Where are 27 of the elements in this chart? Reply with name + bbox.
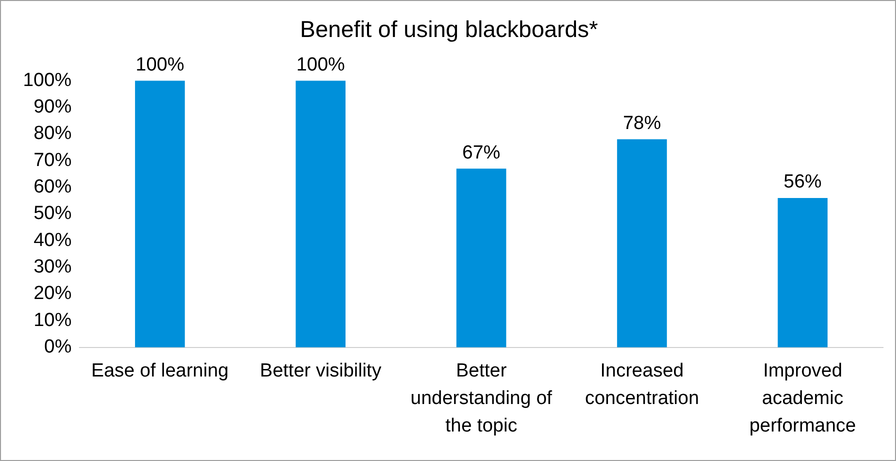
- y-tick-label: 70%: [34, 150, 72, 171]
- bar: [617, 139, 667, 348]
- bar: [456, 168, 506, 348]
- data-label: 67%: [462, 142, 500, 164]
- y-tick-label: 0%: [44, 336, 72, 358]
- data-label: 100%: [136, 54, 184, 76]
- y-tick-label: 20%: [34, 283, 72, 304]
- y-tick-label: 100%: [22, 70, 72, 91]
- bar: [778, 198, 828, 348]
- y-tick-label: 80%: [34, 123, 72, 144]
- bar: [135, 80, 185, 348]
- data-label: 56%: [784, 172, 822, 193]
- y-tick-label: 40%: [34, 230, 72, 251]
- y-tick-label: 60%: [34, 176, 72, 198]
- y-tick-label: 50%: [34, 203, 72, 224]
- y-tick-label: 30%: [34, 256, 72, 278]
- y-tick-label: 10%: [34, 310, 72, 331]
- chart-title: Benefit of using blackboards*: [300, 16, 598, 42]
- data-label: 78%: [622, 113, 662, 134]
- x-tick-label: Improved academic performance: [749, 360, 856, 436]
- x-tick-label: Better understanding of the topic: [410, 360, 553, 436]
- x-tick-label: Ease of learning: [91, 360, 229, 382]
- bar: [296, 80, 346, 348]
- y-tick-label: 90%: [34, 96, 72, 118]
- x-tick-label: Better visibility: [260, 360, 382, 382]
- x-tick-label: Increased concentration: [584, 360, 700, 409]
- data-label: 100%: [296, 54, 346, 76]
